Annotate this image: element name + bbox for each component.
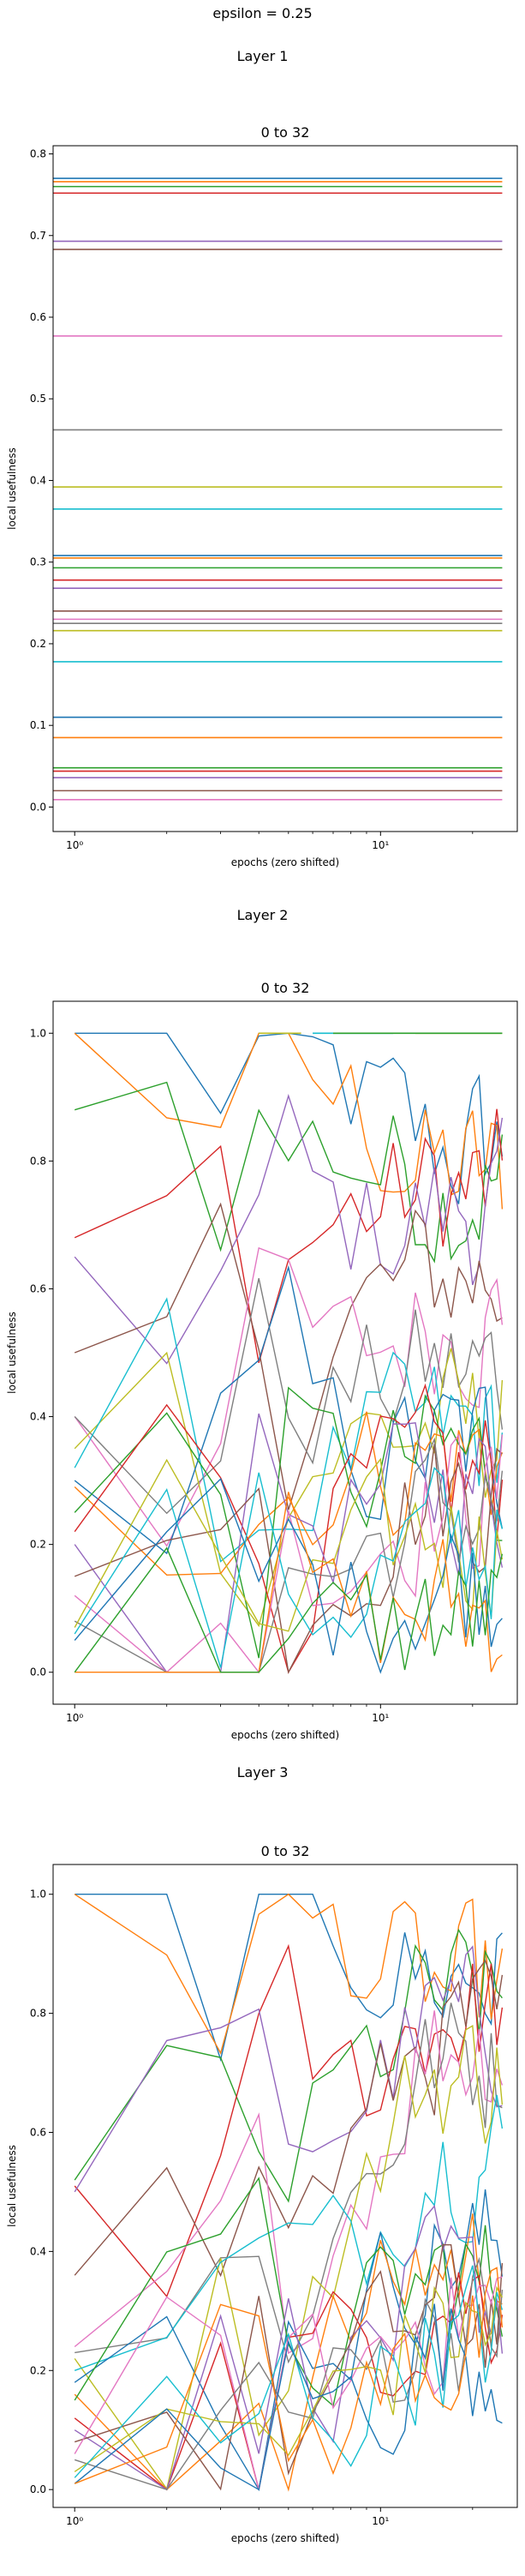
series-line-18 xyxy=(74,2256,504,2491)
y-tick-label: 0.0 xyxy=(30,801,46,813)
series-line-16 xyxy=(74,1444,503,1674)
series-line-13 xyxy=(74,1386,503,1659)
chart-title: 0 to 32 xyxy=(261,1843,310,1859)
series-line-6 xyxy=(74,1959,504,2278)
series-line-2 xyxy=(74,1032,504,1210)
axes-frame xyxy=(52,145,518,832)
series-line-18 xyxy=(74,1437,504,1673)
chart-title: 0 to 32 xyxy=(261,980,310,996)
series-line-22 xyxy=(74,2267,504,2484)
y-axis-label: local usefulness xyxy=(6,1312,18,1394)
y-tick-label: 1.0 xyxy=(30,1888,46,1900)
y-tick-label: 0.3 xyxy=(30,556,46,568)
plot-area xyxy=(53,177,503,801)
y-tick-label: 0.8 xyxy=(30,1155,46,1167)
layer-3-title: Layer 3 xyxy=(236,1764,289,1780)
x-tick-label: 10¹ xyxy=(372,2515,389,2527)
y-tick-label: 0.4 xyxy=(30,474,46,486)
series-line-21 xyxy=(74,2303,503,2491)
series-line-16 xyxy=(74,2243,504,2491)
y-tick-label: 0.5 xyxy=(30,393,46,405)
layer-2-title: Layer 2 xyxy=(236,907,289,923)
x-tick-label: 10⁰ xyxy=(66,839,83,851)
series-line-6 xyxy=(74,1202,503,1510)
y-tick-label: 0.4 xyxy=(30,1411,46,1423)
axes-frame xyxy=(52,1000,518,1705)
y-tick-label: 0.6 xyxy=(30,1282,46,1294)
series-line-14 xyxy=(74,2272,504,2491)
x-tick-label: 10¹ xyxy=(372,1712,389,1724)
series-line-1 xyxy=(75,1893,503,2063)
y-tick-label: 0.2 xyxy=(30,1539,46,1551)
y-axis-label: local usefulness xyxy=(6,2145,18,2227)
series-line-13 xyxy=(74,2177,504,2407)
x-axis-label: epochs (zero shifted) xyxy=(231,856,339,868)
y-tick-label: 0.2 xyxy=(30,638,46,650)
series-line-21 xyxy=(74,1478,503,1674)
x-tick-label: 10¹ xyxy=(372,839,389,851)
y-axis-label: local usefulness xyxy=(6,447,18,530)
series-line-8 xyxy=(75,2003,503,2364)
series-line-7 xyxy=(74,1246,504,1547)
series-line-20 xyxy=(74,2265,504,2478)
y-tick-label: 0.8 xyxy=(30,148,46,160)
series-line-8 xyxy=(74,1278,504,1515)
series-line-1 xyxy=(75,1032,504,1204)
y-tick-label: 0.8 xyxy=(30,2008,46,2020)
series-line-7 xyxy=(74,2010,504,2355)
y-tick-label: 0.7 xyxy=(30,230,46,242)
series-line-3 xyxy=(74,1081,504,1264)
x-tick-label: 10⁰ xyxy=(66,2515,83,2527)
plot-area xyxy=(74,1893,504,2492)
series-line-4 xyxy=(74,1943,504,2298)
series-line-15 xyxy=(74,1413,504,1673)
chart-title: 0 to 32 xyxy=(261,124,310,141)
plot-area xyxy=(74,1032,504,1674)
series-line-17 xyxy=(74,1433,504,1674)
x-axis-label: epochs (zero shifted) xyxy=(231,1729,339,1741)
series-line-20 xyxy=(74,1466,504,1668)
y-tick-label: 1.0 xyxy=(30,1027,46,1039)
series-line-17 xyxy=(74,2276,503,2490)
layer-3-chart: 0 to 32 0.0 0.2 0.4 0.6 0.8 1.0 10⁰ 10¹ epochs (z… xyxy=(6,1843,518,2544)
series-line-19 xyxy=(74,1457,504,1632)
layer-1-chart: 0 to 32 0.0 0.1 0.2 0.3 0.4 0.5 0.6 0.7 0.8 10⁰ 10¹… xyxy=(6,124,518,868)
y-tick-label: 0.6 xyxy=(30,311,46,323)
series-line-2 xyxy=(74,1893,504,2055)
layer-2-chart: 0 to 32 0.0 0.2 0.4 0.6 0.8 1.0 10⁰ 10¹ epochs (z… xyxy=(6,980,518,1741)
x-axis-label: epochs (zero shifted) xyxy=(231,2532,339,2544)
series-line-15 xyxy=(74,2204,504,2491)
series-line-5 xyxy=(74,1093,504,1365)
y-tick-label: 0.0 xyxy=(30,2483,46,2495)
y-tick-label: 0.2 xyxy=(30,2364,46,2376)
series-line-23 xyxy=(74,1546,504,1673)
axes-frame xyxy=(52,1864,518,2508)
y-tick-label: 0.6 xyxy=(30,2127,46,2139)
y-tick-label: 0.0 xyxy=(30,1666,46,1678)
layer-1-title: Layer 1 xyxy=(236,48,289,64)
y-tick-label: 0.4 xyxy=(30,2245,46,2257)
series-line-19 xyxy=(74,2285,504,2472)
series-line-9 xyxy=(74,2025,504,2491)
series-line-12 xyxy=(74,1411,504,1576)
series-line-10 xyxy=(74,1297,504,1563)
figure-suptitle: epsilon = 0.25 xyxy=(212,5,313,21)
y-tick-label: 0.1 xyxy=(30,719,46,731)
x-tick-label: 10⁰ xyxy=(66,1712,83,1724)
